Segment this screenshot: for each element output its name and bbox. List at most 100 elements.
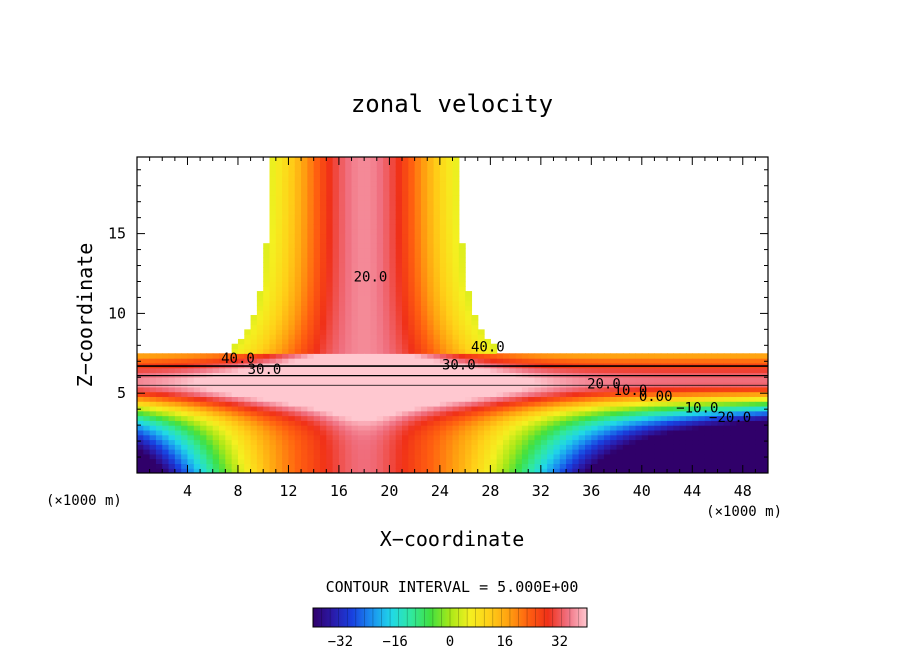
field-cell — [427, 420, 435, 426]
field-cell — [515, 449, 523, 455]
field-cell — [755, 458, 763, 465]
field-cell — [667, 434, 674, 441]
field-cell — [319, 343, 327, 350]
field-cell — [168, 396, 176, 402]
field-cell — [275, 257, 283, 263]
field-cell — [408, 420, 416, 426]
field-cell — [667, 396, 674, 402]
field-cell — [332, 200, 340, 206]
field-cell — [244, 434, 252, 441]
field-cell — [383, 171, 390, 177]
field-cell — [629, 377, 637, 383]
field-cell — [193, 410, 201, 417]
field-cell — [717, 401, 725, 407]
field-cell — [572, 396, 580, 402]
field-cell — [332, 209, 340, 216]
field-cell — [313, 252, 321, 259]
field-cell — [338, 415, 346, 421]
field-cell — [301, 228, 308, 235]
field-cell — [301, 161, 308, 168]
field-cell — [338, 463, 346, 469]
field-cell — [755, 453, 763, 460]
field-cell — [534, 405, 542, 412]
field-cell — [244, 415, 252, 421]
field-cell — [673, 353, 681, 359]
field-cell — [137, 468, 144, 473]
field-cell — [667, 453, 674, 460]
field-cell — [402, 449, 409, 455]
field-cell — [351, 233, 359, 239]
field-cell — [515, 382, 523, 388]
field-cell — [433, 458, 441, 465]
field-cell — [515, 463, 523, 469]
field-cell — [465, 439, 473, 445]
field-cell — [433, 338, 441, 345]
field-cell — [755, 425, 763, 431]
field-cell — [212, 396, 220, 402]
field-cell — [313, 291, 321, 297]
field-cell — [389, 334, 397, 340]
field-cell — [427, 338, 435, 345]
field-cell — [509, 353, 517, 359]
field-cell — [736, 468, 744, 473]
field-cell — [200, 377, 208, 383]
field-cell — [622, 425, 630, 431]
field-cell — [351, 401, 359, 407]
field-cell — [269, 324, 277, 330]
field-cell — [181, 396, 189, 402]
field-cell — [761, 434, 768, 441]
field-cell — [155, 353, 163, 359]
field-cell — [420, 291, 428, 297]
field-cell — [313, 382, 321, 388]
field-cell — [641, 377, 649, 383]
field-cell — [402, 252, 409, 259]
field-cell — [383, 348, 390, 354]
field-cell — [414, 267, 422, 273]
field-cell — [319, 305, 327, 311]
field-cell — [370, 195, 378, 201]
field-cell — [496, 396, 504, 402]
field-cell — [275, 233, 283, 239]
field-cell — [433, 396, 441, 402]
field-cell — [408, 334, 416, 340]
field-cell — [288, 319, 296, 326]
field-cell — [408, 219, 416, 225]
field-cell — [389, 180, 397, 187]
field-cell — [578, 391, 586, 397]
field-cell — [389, 396, 397, 402]
field-cell — [193, 353, 201, 359]
field-cell — [364, 204, 372, 211]
field-cell — [206, 391, 214, 397]
field-cell — [319, 348, 327, 354]
field-cell — [269, 219, 277, 225]
field-cell — [534, 463, 542, 469]
field-cell — [200, 391, 208, 397]
field-cell — [376, 315, 384, 321]
field-cell — [402, 195, 409, 201]
field-cell — [610, 458, 618, 465]
field-cell — [137, 425, 144, 431]
field-cell — [433, 329, 441, 335]
field-cell — [553, 405, 561, 412]
field-cell — [484, 458, 491, 465]
field-cell — [376, 401, 384, 407]
field-cell — [427, 243, 435, 249]
field-cell — [465, 401, 473, 407]
field-cell — [458, 358, 466, 364]
field-cell — [641, 367, 649, 374]
field-cell — [711, 410, 719, 417]
field-cell — [319, 401, 327, 407]
field-cell — [452, 281, 460, 287]
field-cell — [351, 157, 359, 163]
field-cell — [383, 271, 390, 278]
field-cell — [319, 291, 327, 297]
field-cell — [414, 286, 422, 292]
field-cell — [357, 329, 365, 335]
field-cell — [288, 204, 296, 211]
field-cell — [622, 420, 630, 426]
field-cell — [263, 295, 271, 302]
field-cell — [307, 228, 315, 235]
field-cell — [307, 420, 315, 426]
field-cell — [521, 415, 529, 421]
